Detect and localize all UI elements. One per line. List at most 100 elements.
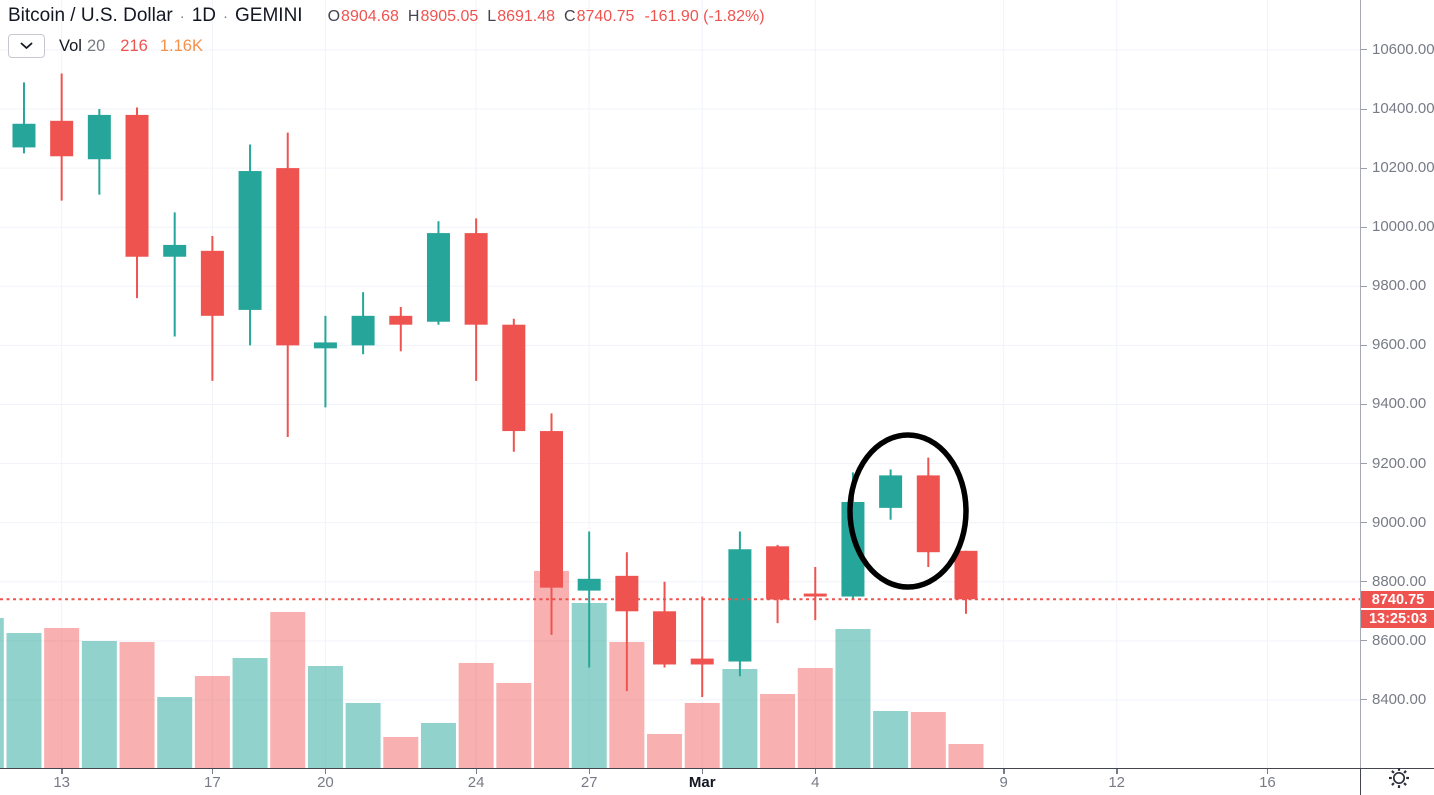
candle-body: [125, 114, 149, 257]
time-axis-tick: [701, 769, 704, 774]
price-axis-tick: [1361, 108, 1367, 110]
time-axis-tick: [324, 769, 327, 774]
legend-collapse-button[interactable]: [8, 34, 45, 58]
candlestick-chart-pane[interactable]: [0, 0, 1360, 768]
time-axis-tick: [211, 769, 214, 774]
candle-body: [12, 123, 36, 148]
ohlc-key: L: [487, 8, 497, 25]
candle-body: [276, 168, 300, 346]
volume-bar: [684, 703, 720, 768]
volume-bar: [873, 711, 909, 768]
price-tick-label: 8600.00: [1372, 631, 1427, 649]
candle-body: [841, 501, 865, 597]
ohlc-value: 8691.48: [497, 8, 556, 25]
price-axis-tick: [1361, 49, 1367, 51]
price-axis-tick: [1361, 699, 1367, 701]
price-axis-tick: [1361, 640, 1367, 642]
volume-bar: [270, 612, 306, 768]
volume-bar: [420, 723, 456, 768]
time-tick-label: 12: [1108, 774, 1126, 791]
candle-body: [690, 658, 714, 665]
candle-body: [313, 342, 337, 349]
volume-bar: [194, 676, 230, 768]
time-tick-label: 9: [999, 774, 1008, 791]
volume-indicator-legend[interactable]: Vol 20 216 1.16K: [8, 34, 765, 58]
volume-bar: [157, 697, 193, 768]
candle-body: [163, 244, 187, 257]
ohlc-values: O8904.68 H8905.05 L8691.48 C8740.75: [319, 8, 635, 26]
time-tick-label: 17: [204, 774, 221, 791]
indicator-name[interactable]: Vol: [59, 36, 82, 55]
separator-dot: ·: [179, 8, 185, 25]
volume-bar: [119, 642, 155, 768]
chart-header: Bitcoin / U.S. Dollar · 1D · GEMINI O890…: [8, 5, 765, 58]
candle-body: [464, 233, 488, 325]
time-axis-tick: [1266, 769, 1269, 774]
candle-body: [916, 475, 940, 553]
time-tick-label: Mar: [688, 774, 716, 791]
symbol-title[interactable]: Bitcoin / U.S. Dollar: [8, 5, 173, 26]
time-tick-label: 20: [317, 774, 334, 791]
candle-body: [766, 546, 790, 600]
price-tick-label: 9200.00: [1372, 454, 1427, 472]
volume-current-value: 216: [120, 36, 148, 55]
volume-bar: [81, 641, 117, 768]
price-axis-tick: [1361, 581, 1367, 583]
time-axis-tick: [1116, 769, 1118, 774]
axis-settings-button[interactable]: [1386, 765, 1412, 791]
time-tick-label: 4: [811, 774, 820, 791]
candle-body: [803, 593, 827, 597]
interval-label[interactable]: 1D: [191, 5, 217, 26]
candle-body: [540, 431, 563, 588]
volume-bar: [948, 744, 984, 768]
time-tick-label: 24: [467, 774, 485, 791]
candle-body: [653, 611, 677, 665]
price-tick-label: 8400.00: [1372, 690, 1427, 708]
candle-body: [615, 575, 639, 612]
candle-body: [238, 171, 262, 310]
ohlc-value: 8905.05: [420, 8, 479, 25]
price-tick-label: 9800.00: [1372, 277, 1427, 295]
candle-body: [87, 114, 111, 160]
price-tick-label: 9600.00: [1372, 336, 1427, 354]
price-tick-label: 10000.00: [1372, 218, 1434, 236]
volume-bar: [910, 712, 946, 768]
axis-corner-divider: [1360, 769, 1362, 795]
annotation-ellipse[interactable]: [847, 432, 969, 590]
volume-bar: [760, 694, 796, 768]
volume-bar: [458, 663, 494, 768]
last-price-label: 8740.75: [1361, 591, 1434, 608]
candle-body: [50, 120, 74, 157]
volume-bar: [835, 629, 871, 768]
candle-body: [728, 549, 752, 662]
candle-body: [879, 475, 903, 508]
candle-body: [954, 550, 978, 600]
time-axis-tick: [61, 769, 63, 774]
time-tick-label: 16: [1259, 774, 1276, 791]
chevron-down-icon: [20, 42, 33, 49]
ohlc-value: 8740.75: [576, 8, 635, 25]
volume-bar: [797, 668, 833, 768]
volume-bar: [647, 734, 683, 768]
candle-body: [351, 315, 375, 346]
volume-bar: [232, 658, 268, 768]
exchange-label[interactable]: GEMINI: [235, 5, 303, 26]
symbol-row: Bitcoin / U.S. Dollar · 1D · GEMINI O890…: [8, 5, 765, 27]
volume-bar: [383, 737, 419, 768]
time-tick-label: 27: [580, 774, 598, 791]
candle-body: [577, 578, 601, 591]
volume-bar: [6, 633, 42, 768]
ohlc-value: 8904.68: [341, 8, 399, 25]
time-axis-tick: [1003, 769, 1005, 774]
price-tick-label: 10600.00: [1372, 40, 1434, 58]
candle-body: [502, 324, 526, 432]
time-axis[interactable]: 13 17 20 24 27 Mar 4 9 12 16: [0, 768, 1434, 795]
price-tick-label: 8800.00: [1372, 572, 1427, 590]
price-tick-label: 10400.00: [1372, 100, 1434, 117]
price-axis-tick: [1361, 285, 1367, 287]
separator-dot: ·: [223, 8, 229, 25]
indicator-length: 20: [86, 36, 106, 55]
volume-bar: [0, 618, 4, 768]
bar-countdown-label: 13:25:03: [1361, 610, 1434, 628]
price-axis[interactable]: 8740.75 13:25:03 10600.00 10400.00 10200.0…: [1360, 0, 1434, 768]
